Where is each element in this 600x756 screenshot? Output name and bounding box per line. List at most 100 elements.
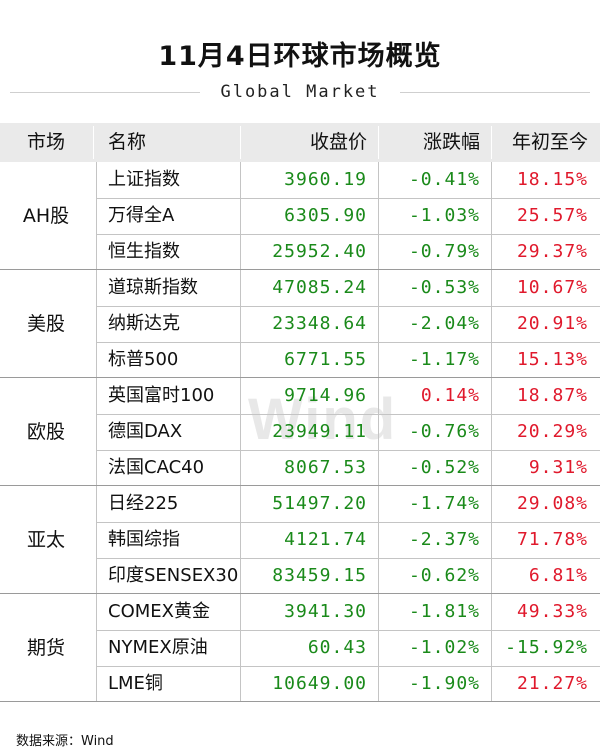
instrument-name: 日经225 xyxy=(108,493,179,514)
market-label: 期货 xyxy=(26,637,65,659)
market-group: 欧股 英国富时100 9714.96 0.14% 18.87% 德国DAX 23949.11… xyxy=(0,378,600,486)
market-group: 期货 COMEX黄金 3941.30 -1.81% 49.33% NYMEX原油 60.43… xyxy=(0,594,600,702)
ytd-percent: 20.29% xyxy=(516,421,588,442)
close-price: 10649.00 xyxy=(272,673,367,694)
table-row: 英国富时100 9714.96 0.14% 18.87% xyxy=(96,378,600,414)
instrument-name: 法国CAC40 xyxy=(108,457,205,478)
header-change: 涨跌幅 xyxy=(422,131,480,153)
table-row: 万得全A 6305.90 -1.03% 25.57% xyxy=(96,198,600,234)
change-percent: -2.04% xyxy=(408,313,480,334)
close-price: 51497.20 xyxy=(272,493,367,514)
group-divider xyxy=(0,593,600,594)
ytd-percent: 25.57% xyxy=(516,205,588,226)
instrument-name: COMEX黄金 xyxy=(108,601,210,622)
close-price: 6771.55 xyxy=(284,349,367,370)
change-percent: -0.53% xyxy=(408,277,480,298)
row-divider xyxy=(96,522,600,523)
instrument-name: 上证指数 xyxy=(108,169,180,190)
change-percent: -0.52% xyxy=(408,457,480,478)
close-price: 4121.74 xyxy=(284,529,367,550)
header-name: 名称 xyxy=(108,131,147,153)
ytd-percent: 29.37% xyxy=(516,241,588,262)
column-divider xyxy=(491,270,492,378)
instrument-name: 万得全A xyxy=(108,205,175,226)
instrument-name: 恒生指数 xyxy=(108,241,180,262)
page-title: 11月4日环球市场概览 xyxy=(158,41,442,72)
column-divider xyxy=(240,594,241,702)
group-divider xyxy=(0,377,600,378)
row-divider xyxy=(96,414,600,415)
ytd-percent: 18.87% xyxy=(516,385,588,406)
header-separator xyxy=(93,126,94,159)
column-divider xyxy=(491,486,492,594)
ytd-percent: 29.08% xyxy=(516,493,588,514)
instrument-name: 韩国综指 xyxy=(108,529,180,550)
market-group: 美股 道琼斯指数 47085.24 -0.53% 10.67% 纳斯达克 23348.64 -… xyxy=(0,270,600,378)
title-divider-left xyxy=(10,92,200,93)
row-divider xyxy=(96,666,600,667)
row-divider xyxy=(96,198,600,199)
table-row: 上证指数 3960.19 -0.41% 18.15% xyxy=(96,162,600,198)
change-percent: -1.17% xyxy=(408,349,480,370)
column-divider xyxy=(96,162,97,270)
page-subtitle: Global Market xyxy=(220,82,380,102)
change-percent: -1.02% xyxy=(408,637,480,658)
table-row: 道琼斯指数 47085.24 -0.53% 10.67% xyxy=(96,270,600,306)
row-divider xyxy=(96,234,600,235)
header-market: 市场 xyxy=(26,131,65,153)
instrument-name: NYMEX原油 xyxy=(108,637,208,658)
change-percent: -0.76% xyxy=(408,421,480,442)
table-row: 法国CAC40 8067.53 -0.52% 9.31% xyxy=(96,450,600,486)
column-divider xyxy=(96,270,97,378)
header-ytd: 年初至今 xyxy=(511,131,588,153)
table-row: COMEX黄金 3941.30 -1.81% 49.33% xyxy=(96,594,600,630)
close-price: 8067.53 xyxy=(284,457,367,478)
instrument-name: 印度SENSEX30 xyxy=(108,565,239,586)
group-divider xyxy=(0,269,600,270)
table-row: 韩国综指 4121.74 -2.37% 71.78% xyxy=(96,522,600,558)
ytd-percent: 9.31% xyxy=(528,457,588,478)
ytd-percent: 10.67% xyxy=(516,277,588,298)
change-percent: -1.90% xyxy=(408,673,480,694)
row-divider xyxy=(96,630,600,631)
column-divider xyxy=(96,486,97,594)
data-source-note: 数据来源：Wind xyxy=(16,734,114,749)
close-price: 60.43 xyxy=(307,637,367,658)
column-divider xyxy=(491,162,492,270)
close-price: 9714.96 xyxy=(284,385,367,406)
column-divider xyxy=(240,486,241,594)
market-group: 亚太 日经225 51497.20 -1.74% 29.08% 韩国综指 4121.74 -2… xyxy=(0,486,600,594)
instrument-name: 纳斯达克 xyxy=(108,313,180,334)
market-label: 欧股 xyxy=(26,421,65,443)
change-percent: -2.37% xyxy=(408,529,480,550)
change-percent: -1.03% xyxy=(408,205,480,226)
close-price: 3941.30 xyxy=(284,601,367,622)
instrument-name: 英国富时100 xyxy=(108,385,215,406)
header-separator xyxy=(491,126,492,159)
instrument-name: 标普500 xyxy=(108,349,179,370)
close-price: 23348.64 xyxy=(272,313,367,334)
table-row: NYMEX原油 60.43 -1.02% -15.92% xyxy=(96,630,600,666)
table-header: 市场 名称 收盘价 涨跌幅 年初至今 xyxy=(0,123,600,162)
table-row: 纳斯达克 23348.64 -2.04% 20.91% xyxy=(96,306,600,342)
row-divider xyxy=(96,450,600,451)
column-divider xyxy=(378,378,379,486)
column-divider xyxy=(378,270,379,378)
column-divider xyxy=(96,378,97,486)
table-row: 日经225 51497.20 -1.74% 29.08% xyxy=(96,486,600,522)
close-price: 23949.11 xyxy=(272,421,367,442)
header-separator xyxy=(240,126,241,159)
change-percent: -0.79% xyxy=(408,241,480,262)
column-divider xyxy=(378,162,379,270)
ytd-percent: 21.27% xyxy=(516,673,588,694)
instrument-name: 道琼斯指数 xyxy=(108,277,198,298)
column-divider xyxy=(96,594,97,702)
column-divider xyxy=(378,594,379,702)
instrument-name: LME铜 xyxy=(108,673,163,694)
column-divider xyxy=(240,162,241,270)
table-row: 印度SENSEX30 83459.15 -0.62% 6.81% xyxy=(96,558,600,594)
table-row: 标普500 6771.55 -1.17% 15.13% xyxy=(96,342,600,378)
ytd-percent: 49.33% xyxy=(516,601,588,622)
row-divider xyxy=(96,558,600,559)
column-divider xyxy=(378,486,379,594)
